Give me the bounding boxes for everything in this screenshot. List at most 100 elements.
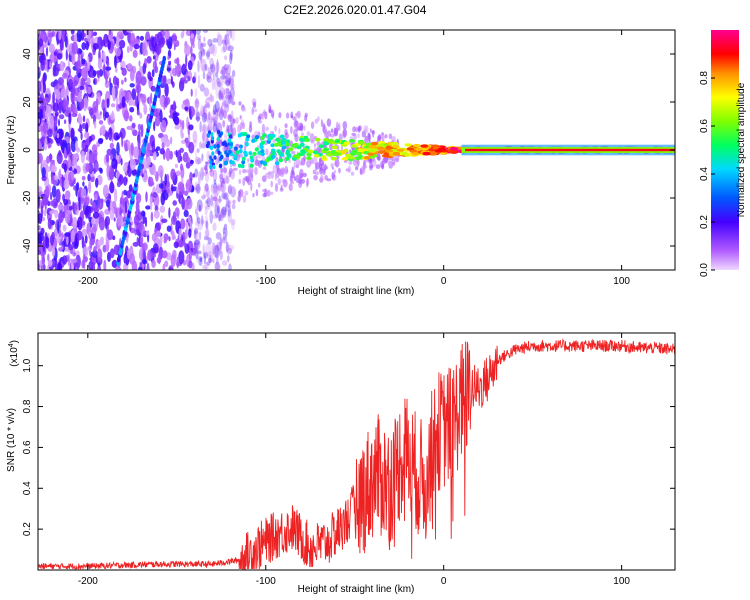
noise-cell <box>42 195 49 206</box>
scatter-cell <box>235 117 239 125</box>
noise-cell <box>154 65 159 74</box>
noise-cell <box>121 67 127 77</box>
band-cell <box>244 142 249 147</box>
noise-cell <box>191 186 195 193</box>
scatter-cell <box>204 183 209 192</box>
noise-cell <box>43 209 47 217</box>
band-cell <box>237 163 242 168</box>
scatter-cell <box>290 125 293 135</box>
band-cell <box>241 160 246 165</box>
noise-cell <box>178 228 182 241</box>
colorbar-label: Normalized spectral amplitude <box>736 82 747 217</box>
noise-cell <box>178 250 185 265</box>
noise-cell <box>145 216 147 228</box>
noise-cell <box>88 260 94 270</box>
scatter-cell <box>306 160 312 168</box>
noise-cell <box>223 64 228 78</box>
noise-cell <box>85 83 89 91</box>
noise-cell <box>76 30 83 43</box>
band-cell <box>400 151 409 156</box>
colorbar-tick-label: 0.4 <box>699 167 710 181</box>
band-cell <box>210 132 214 137</box>
noise-cell <box>161 141 165 150</box>
noise-cell <box>122 216 126 223</box>
noise-cell <box>64 147 67 159</box>
scatter-cell <box>262 166 267 170</box>
band-cell <box>313 153 320 158</box>
noise-cell <box>81 42 87 51</box>
noise-cell <box>204 227 210 240</box>
noise-cell <box>205 220 209 230</box>
noise-cell <box>222 75 228 84</box>
scatter-cell <box>280 184 283 191</box>
noise-cell <box>80 150 85 164</box>
noise-cell <box>106 98 110 109</box>
noise-cell <box>128 184 133 192</box>
noise-cell <box>207 251 214 264</box>
band-cell <box>229 159 233 164</box>
chart-title: C2E2.2026.020.01.47.G04 <box>284 3 427 17</box>
noise-cell <box>221 192 228 200</box>
noise-cell <box>154 115 161 127</box>
scatter-cell <box>384 134 388 139</box>
noise-cell <box>78 49 83 54</box>
noise-cell <box>215 232 222 240</box>
band-cell <box>278 158 284 163</box>
noise-cell <box>140 123 144 138</box>
noise-cell <box>215 108 219 123</box>
band-cell <box>206 133 210 138</box>
noise-cell <box>225 228 228 238</box>
band-cell <box>323 141 330 146</box>
noise-cell <box>176 256 180 269</box>
noise-cell <box>47 253 50 262</box>
noise-cell <box>140 76 147 86</box>
noise-cell <box>172 110 178 123</box>
noise-cell <box>198 50 203 61</box>
noise-cell <box>195 108 199 121</box>
band-cell <box>293 154 299 159</box>
noise-cell <box>147 142 151 153</box>
noise-cell <box>66 236 69 246</box>
noise-cell <box>138 223 142 233</box>
noise-cell <box>115 47 121 57</box>
noise-cell <box>62 30 66 37</box>
noise-cell <box>129 44 133 52</box>
noise-cell <box>83 33 86 38</box>
scatter-cell <box>352 126 356 133</box>
noise-cell <box>203 36 206 42</box>
noise-cell <box>76 230 83 241</box>
noise-cell <box>151 232 157 242</box>
band-cell <box>296 145 302 150</box>
noise-cell <box>51 245 56 257</box>
scatter-cell <box>254 166 258 176</box>
scatter-cell <box>295 125 300 129</box>
noise-cell <box>58 30 62 41</box>
band-cell <box>348 138 356 143</box>
band-cell <box>308 149 314 154</box>
noise-cell <box>159 95 165 105</box>
noise-cell <box>230 49 233 61</box>
noise-cell <box>104 208 109 215</box>
noise-cell <box>206 49 211 60</box>
noise-cell <box>91 218 94 225</box>
band-cell <box>213 155 217 160</box>
noise-cell <box>48 115 55 129</box>
noise-cell <box>180 132 185 139</box>
scatter-cell <box>293 161 296 170</box>
noise-cell <box>56 53 63 60</box>
noise-cell <box>153 200 157 207</box>
band-cell <box>404 143 413 147</box>
noise-cell <box>68 78 73 89</box>
noise-cell <box>138 94 141 103</box>
noise-cell <box>142 250 147 259</box>
band-cell <box>205 143 209 149</box>
noise-cell <box>131 122 136 129</box>
noise-cell <box>85 122 89 134</box>
noise-cell <box>91 36 94 51</box>
scatter-cell <box>228 167 233 175</box>
noise-cell <box>119 39 126 49</box>
y-tick-label: 0.4 <box>22 481 33 495</box>
noise-cell <box>227 247 232 255</box>
noise-cell <box>231 30 235 42</box>
noise-cell <box>135 193 142 204</box>
